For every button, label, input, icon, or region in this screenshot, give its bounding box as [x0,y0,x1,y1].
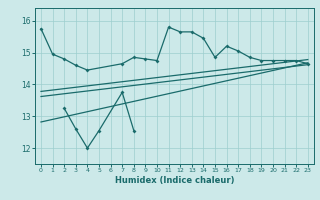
X-axis label: Humidex (Indice chaleur): Humidex (Indice chaleur) [115,176,234,185]
